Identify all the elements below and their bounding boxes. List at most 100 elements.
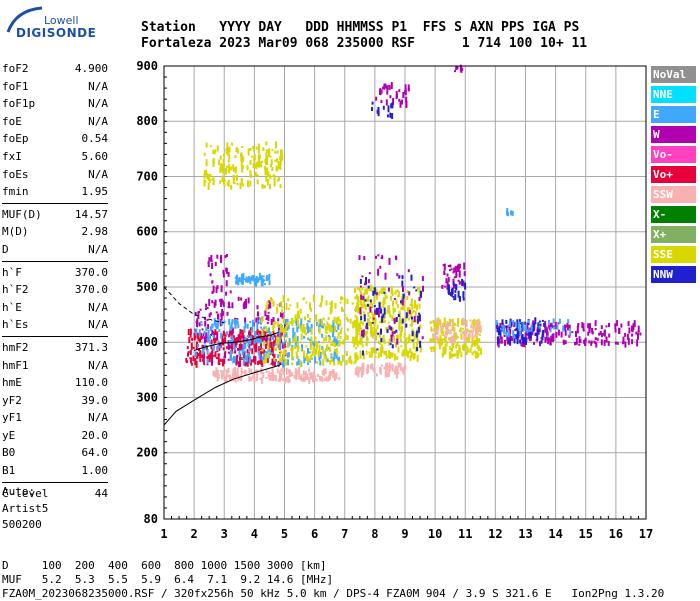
data-point <box>411 316 413 320</box>
data-point <box>411 328 414 332</box>
data-point <box>274 343 277 346</box>
data-point <box>458 270 461 278</box>
data-point <box>264 330 267 336</box>
data-point <box>254 344 257 348</box>
data-point <box>366 330 369 335</box>
data-point <box>257 338 260 344</box>
data-point <box>295 376 298 380</box>
data-point <box>281 312 284 320</box>
data-point <box>185 357 188 362</box>
data-point <box>284 323 286 330</box>
data-point <box>259 362 261 365</box>
data-point <box>226 254 228 257</box>
data-point <box>553 326 556 330</box>
data-point <box>223 358 226 364</box>
data-point <box>407 314 410 317</box>
data-point <box>399 333 402 340</box>
data-point <box>456 323 459 326</box>
data-point <box>383 314 386 319</box>
data-point <box>396 367 399 372</box>
data-point <box>338 377 341 381</box>
data-point <box>249 180 252 187</box>
data-point <box>294 319 297 322</box>
data-point <box>254 361 257 365</box>
data-point <box>367 295 370 299</box>
data-point <box>626 333 629 340</box>
data-point <box>374 355 377 358</box>
profile-line <box>163 363 282 426</box>
data-point <box>460 319 463 326</box>
data-point <box>297 359 300 365</box>
data-point <box>382 287 385 292</box>
data-point <box>210 344 213 349</box>
param-value: N/A <box>88 79 108 93</box>
data-point <box>276 368 279 374</box>
data-point <box>335 372 338 380</box>
data-point <box>433 326 436 332</box>
data-point <box>430 346 433 352</box>
data-point <box>505 319 508 324</box>
data-point <box>402 286 404 293</box>
data-point <box>337 360 340 365</box>
data-point <box>231 319 234 325</box>
data-point <box>276 303 279 306</box>
data-point <box>456 341 459 346</box>
param-row: foF1 N/A <box>2 78 108 96</box>
data-point <box>603 339 606 346</box>
data-point <box>516 322 519 330</box>
data-point <box>505 327 508 333</box>
data-point <box>554 321 557 329</box>
data-point <box>333 316 336 323</box>
data-point <box>564 324 566 331</box>
param-row: foF1p N/A <box>2 95 108 113</box>
data-point <box>237 348 240 351</box>
data-point <box>403 332 406 339</box>
data-point <box>340 360 343 366</box>
data-point <box>372 286 375 291</box>
data-point <box>229 374 232 380</box>
data-point <box>395 329 398 333</box>
data-point <box>213 336 216 344</box>
param-label: foEs <box>2 167 29 181</box>
plot-frame <box>163 65 647 520</box>
data-point <box>255 372 258 375</box>
data-point <box>222 347 225 351</box>
data-point <box>511 210 514 216</box>
data-point <box>458 263 461 268</box>
data-point <box>213 331 215 339</box>
data-point <box>230 345 233 349</box>
data-point <box>371 107 373 111</box>
data-point <box>271 298 274 301</box>
data-point <box>265 351 268 353</box>
data-point <box>462 344 465 351</box>
data-point <box>298 314 301 319</box>
data-point <box>519 322 521 325</box>
data-point <box>475 332 478 335</box>
data-point <box>401 318 404 324</box>
data-point <box>292 338 295 344</box>
data-point <box>412 352 415 360</box>
param-row: foE N/A <box>2 113 108 131</box>
data-point <box>330 300 333 308</box>
data-point <box>257 361 259 365</box>
data-point <box>527 337 530 340</box>
data-point <box>218 329 221 332</box>
data-point <box>362 362 365 368</box>
data-point <box>390 286 393 294</box>
data-point <box>327 334 330 337</box>
data-point <box>364 299 367 302</box>
data-point <box>309 360 311 363</box>
data-point <box>225 149 228 152</box>
data-point <box>274 159 277 162</box>
data-point <box>267 347 270 350</box>
legend-entry: NNE <box>651 85 696 104</box>
data-point <box>443 317 446 325</box>
data-point <box>196 318 199 325</box>
data-point <box>278 326 281 328</box>
data-point <box>478 320 481 328</box>
data-point <box>361 275 364 278</box>
data-point <box>203 173 206 179</box>
data-point <box>362 365 365 373</box>
data-point <box>339 329 342 335</box>
data-point <box>302 370 305 376</box>
